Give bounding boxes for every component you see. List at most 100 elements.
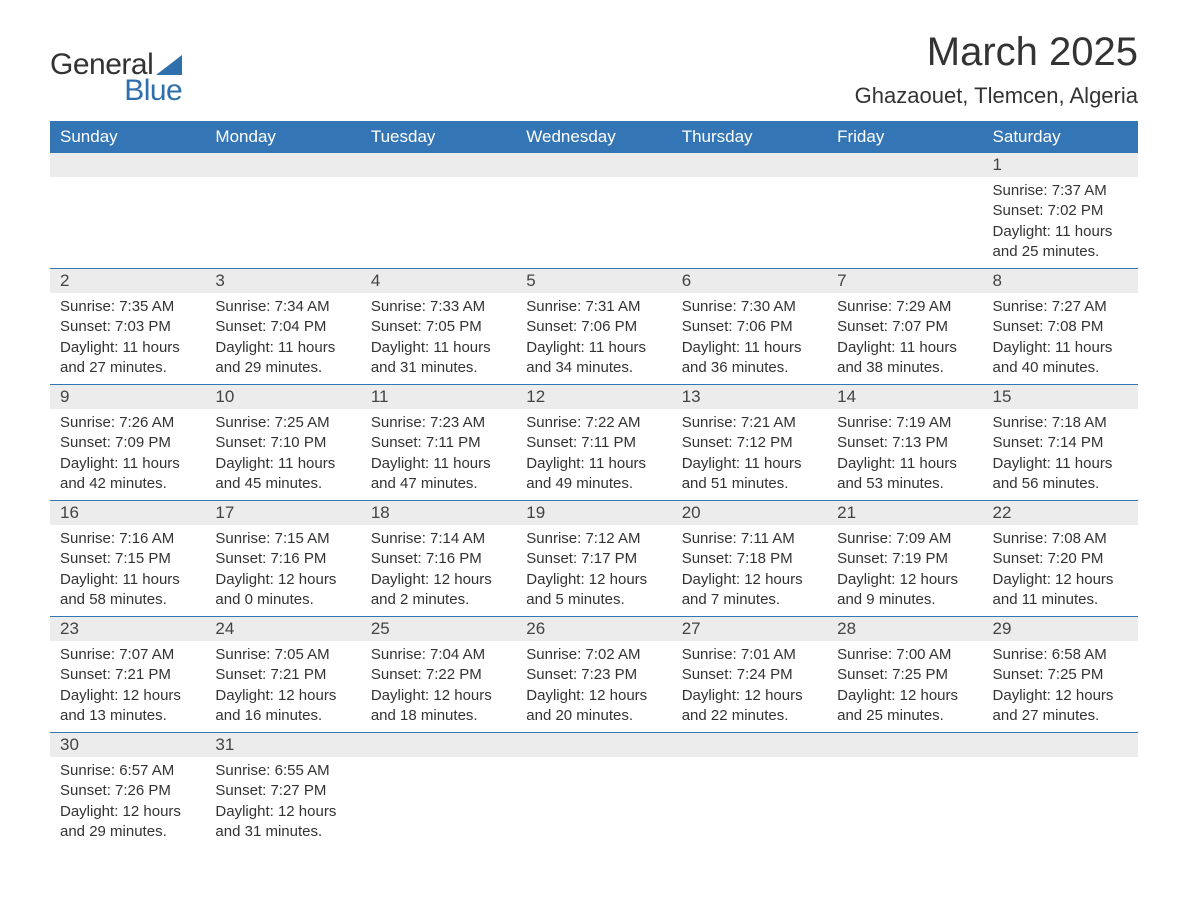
calendar-cell: 17Sunrise: 7:15 AMSunset: 7:16 PMDayligh… xyxy=(205,500,360,616)
weekday-header: Friday xyxy=(827,121,982,153)
daylight-line: Daylight: 12 hours and 27 minutes. xyxy=(993,686,1128,727)
day-content: Sunrise: 7:22 AMSunset: 7:11 PMDaylight:… xyxy=(516,409,671,500)
daylight-line: Daylight: 11 hours and 56 minutes. xyxy=(993,454,1128,495)
calendar-cell: 15Sunrise: 7:18 AMSunset: 7:14 PMDayligh… xyxy=(983,384,1138,500)
daynum: 16 xyxy=(50,500,205,525)
sunrise-line: Sunrise: 7:12 AM xyxy=(526,529,661,549)
sunset-line: Sunset: 7:27 PM xyxy=(215,781,350,801)
sunset-line: Sunset: 7:12 PM xyxy=(682,433,817,453)
sunrise-line: Sunrise: 7:23 AM xyxy=(371,413,506,433)
daynum-empty xyxy=(672,153,827,177)
weekday-header: Sunday xyxy=(50,121,205,153)
daynum-empty xyxy=(205,153,360,177)
logo-glyph-icon xyxy=(156,55,182,75)
calendar-cell xyxy=(361,153,516,268)
daylight-line: Daylight: 11 hours and 58 minutes. xyxy=(60,570,195,611)
daynum: 11 xyxy=(361,384,516,409)
calendar-cell: 5Sunrise: 7:31 AMSunset: 7:06 PMDaylight… xyxy=(516,268,671,384)
daylight-line: Daylight: 12 hours and 31 minutes. xyxy=(215,802,350,843)
calendar-cell xyxy=(983,732,1138,848)
daynum: 28 xyxy=(827,616,982,641)
day-content: Sunrise: 7:09 AMSunset: 7:19 PMDaylight:… xyxy=(827,525,982,616)
day-content: Sunrise: 7:12 AMSunset: 7:17 PMDaylight:… xyxy=(516,525,671,616)
day-content: Sunrise: 7:26 AMSunset: 7:09 PMDaylight:… xyxy=(50,409,205,500)
day-content: Sunrise: 7:00 AMSunset: 7:25 PMDaylight:… xyxy=(827,641,982,732)
calendar-cell: 24Sunrise: 7:05 AMSunset: 7:21 PMDayligh… xyxy=(205,616,360,732)
day-content: Sunrise: 7:05 AMSunset: 7:21 PMDaylight:… xyxy=(205,641,360,732)
day-content: Sunrise: 7:21 AMSunset: 7:12 PMDaylight:… xyxy=(672,409,827,500)
daylight-line: Daylight: 12 hours and 25 minutes. xyxy=(837,686,972,727)
calendar-cell: 22Sunrise: 7:08 AMSunset: 7:20 PMDayligh… xyxy=(983,500,1138,616)
day-content: Sunrise: 7:19 AMSunset: 7:13 PMDaylight:… xyxy=(827,409,982,500)
daylight-line: Daylight: 11 hours and 47 minutes. xyxy=(371,454,506,495)
calendar-cell: 29Sunrise: 6:58 AMSunset: 7:25 PMDayligh… xyxy=(983,616,1138,732)
day-content: Sunrise: 7:15 AMSunset: 7:16 PMDaylight:… xyxy=(205,525,360,616)
calendar-table: SundayMondayTuesdayWednesdayThursdayFrid… xyxy=(50,121,1138,848)
sunrise-line: Sunrise: 7:27 AM xyxy=(993,297,1128,317)
daynum: 2 xyxy=(50,268,205,293)
sunrise-line: Sunrise: 7:00 AM xyxy=(837,645,972,665)
daynum: 4 xyxy=(361,268,516,293)
daylight-line: Daylight: 11 hours and 38 minutes. xyxy=(837,338,972,379)
calendar-cell xyxy=(361,732,516,848)
daylight-line: Daylight: 11 hours and 40 minutes. xyxy=(993,338,1128,379)
calendar-cell: 25Sunrise: 7:04 AMSunset: 7:22 PMDayligh… xyxy=(361,616,516,732)
calendar-cell: 13Sunrise: 7:21 AMSunset: 7:12 PMDayligh… xyxy=(672,384,827,500)
calendar-cell: 2Sunrise: 7:35 AMSunset: 7:03 PMDaylight… xyxy=(50,268,205,384)
daynum: 8 xyxy=(983,268,1138,293)
sunrise-line: Sunrise: 7:05 AM xyxy=(215,645,350,665)
sunrise-line: Sunrise: 7:02 AM xyxy=(526,645,661,665)
sunset-line: Sunset: 7:22 PM xyxy=(371,665,506,685)
calendar-cell: 19Sunrise: 7:12 AMSunset: 7:17 PMDayligh… xyxy=(516,500,671,616)
daynum: 9 xyxy=(50,384,205,409)
daynum: 25 xyxy=(361,616,516,641)
day-content: Sunrise: 7:35 AMSunset: 7:03 PMDaylight:… xyxy=(50,293,205,384)
sunrise-line: Sunrise: 7:31 AM xyxy=(526,297,661,317)
calendar-cell: 6Sunrise: 7:30 AMSunset: 7:06 PMDaylight… xyxy=(672,268,827,384)
sunrise-line: Sunrise: 6:55 AM xyxy=(215,761,350,781)
day-content: Sunrise: 6:58 AMSunset: 7:25 PMDaylight:… xyxy=(983,641,1138,732)
sunset-line: Sunset: 7:17 PM xyxy=(526,549,661,569)
daylight-line: Daylight: 11 hours and 25 minutes. xyxy=(993,222,1128,263)
sunset-line: Sunset: 7:10 PM xyxy=(215,433,350,453)
daynum: 7 xyxy=(827,268,982,293)
sunrise-line: Sunrise: 7:19 AM xyxy=(837,413,972,433)
calendar-cell xyxy=(827,732,982,848)
calendar-cell xyxy=(516,153,671,268)
weekday-header: Saturday xyxy=(983,121,1138,153)
day-content: Sunrise: 7:11 AMSunset: 7:18 PMDaylight:… xyxy=(672,525,827,616)
day-content: Sunrise: 7:33 AMSunset: 7:05 PMDaylight:… xyxy=(361,293,516,384)
daylight-line: Daylight: 11 hours and 36 minutes. xyxy=(682,338,817,379)
sunrise-line: Sunrise: 6:57 AM xyxy=(60,761,195,781)
day-content: Sunrise: 7:04 AMSunset: 7:22 PMDaylight:… xyxy=(361,641,516,732)
day-content: Sunrise: 7:30 AMSunset: 7:06 PMDaylight:… xyxy=(672,293,827,384)
daynum: 19 xyxy=(516,500,671,525)
calendar-cell: 16Sunrise: 7:16 AMSunset: 7:15 PMDayligh… xyxy=(50,500,205,616)
daylight-line: Daylight: 12 hours and 18 minutes. xyxy=(371,686,506,727)
daynum: 18 xyxy=(361,500,516,525)
daylight-line: Daylight: 12 hours and 5 minutes. xyxy=(526,570,661,611)
daynum-empty xyxy=(361,732,516,757)
logo: General Blue xyxy=(50,50,182,106)
calendar-cell: 1Sunrise: 7:37 AMSunset: 7:02 PMDaylight… xyxy=(983,153,1138,268)
daylight-line: Daylight: 12 hours and 16 minutes. xyxy=(215,686,350,727)
daynum-empty xyxy=(516,732,671,757)
day-content: Sunrise: 7:25 AMSunset: 7:10 PMDaylight:… xyxy=(205,409,360,500)
calendar-cell: 14Sunrise: 7:19 AMSunset: 7:13 PMDayligh… xyxy=(827,384,982,500)
sunset-line: Sunset: 7:16 PM xyxy=(371,549,506,569)
day-content: Sunrise: 7:34 AMSunset: 7:04 PMDaylight:… xyxy=(205,293,360,384)
daylight-line: Daylight: 12 hours and 29 minutes. xyxy=(60,802,195,843)
day-content: Sunrise: 6:57 AMSunset: 7:26 PMDaylight:… xyxy=(50,757,205,848)
calendar-cell: 28Sunrise: 7:00 AMSunset: 7:25 PMDayligh… xyxy=(827,616,982,732)
sunset-line: Sunset: 7:16 PM xyxy=(215,549,350,569)
day-content: Sunrise: 7:23 AMSunset: 7:11 PMDaylight:… xyxy=(361,409,516,500)
day-content: Sunrise: 7:07 AMSunset: 7:21 PMDaylight:… xyxy=(50,641,205,732)
sunrise-line: Sunrise: 7:15 AM xyxy=(215,529,350,549)
sunset-line: Sunset: 7:19 PM xyxy=(837,549,972,569)
location-label: Ghazaouet, Tlemcen, Algeria xyxy=(855,83,1138,109)
sunset-line: Sunset: 7:09 PM xyxy=(60,433,195,453)
daylight-line: Daylight: 12 hours and 7 minutes. xyxy=(682,570,817,611)
daylight-line: Daylight: 12 hours and 22 minutes. xyxy=(682,686,817,727)
daynum-empty xyxy=(827,732,982,757)
daynum-empty xyxy=(983,732,1138,757)
